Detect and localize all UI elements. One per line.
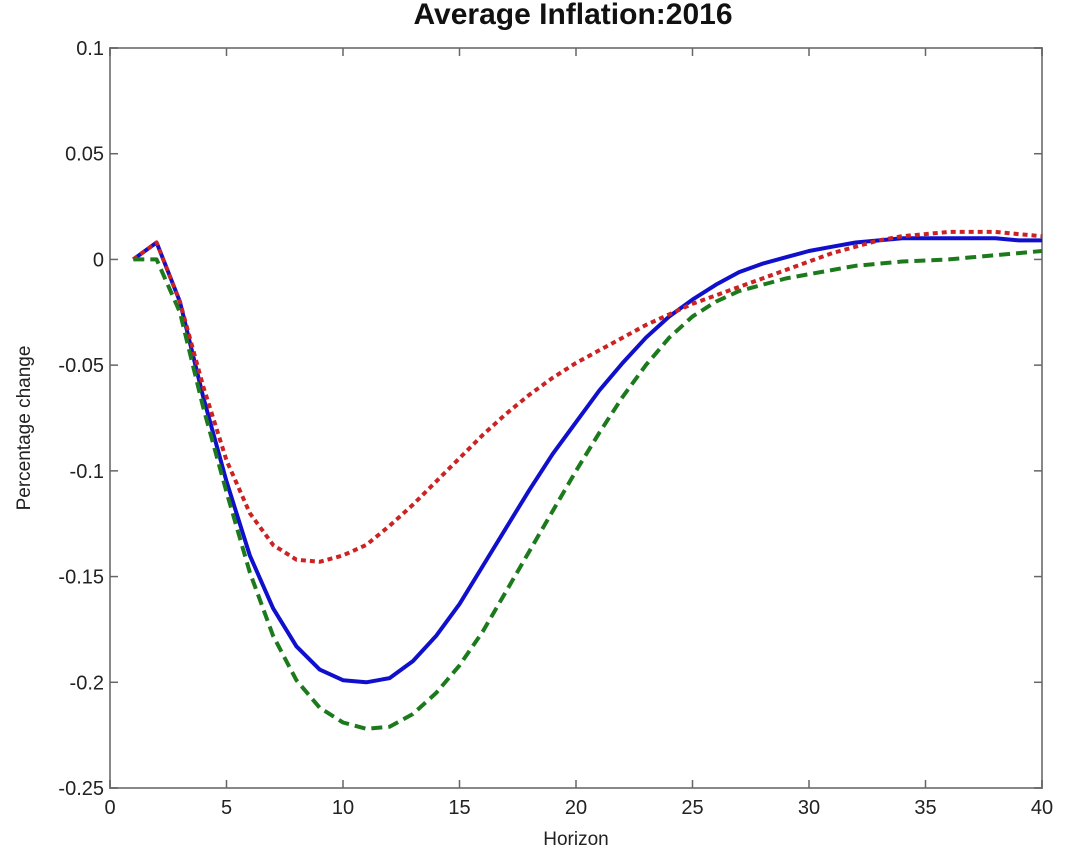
x-tick-label: 20 bbox=[565, 797, 587, 819]
y-tick-label: -0.05 bbox=[58, 355, 104, 377]
x-tick-label: 30 bbox=[798, 797, 820, 819]
x-tick-label: 15 bbox=[448, 797, 470, 819]
x-tick-label: 40 bbox=[1031, 797, 1053, 819]
x-tick-label: 5 bbox=[221, 797, 232, 819]
series-line-3 bbox=[133, 249, 1043, 731]
x-tick-label: 25 bbox=[681, 797, 703, 819]
y-axis-label: Percentage change bbox=[14, 346, 35, 511]
y-tick-label: -0.15 bbox=[58, 567, 104, 589]
y-tick-label: -0.25 bbox=[58, 778, 104, 800]
plot-frame bbox=[109, 47, 1043, 789]
x-axis: 0 5 10 15 20 25 30 35 40 bbox=[104, 48, 1053, 819]
y-tick-label: 0 bbox=[93, 249, 104, 271]
plot-area bbox=[132, 229, 1043, 731]
y-tick-label: 0.05 bbox=[65, 144, 104, 166]
y-axis: 0.1 0.05 0 -0.05 -0.1 -0.15 -0.2 -0.25 bbox=[58, 38, 1042, 800]
y-tick-label: 0.1 bbox=[76, 38, 104, 60]
y-tick-label: -0.1 bbox=[70, 461, 104, 483]
y-tick-label: -0.2 bbox=[70, 672, 104, 694]
x-tick-label: 0 bbox=[104, 797, 115, 819]
x-axis-label: Horizon bbox=[543, 829, 608, 850]
x-tick-label: 10 bbox=[332, 797, 354, 819]
x-tick-label: 35 bbox=[914, 797, 936, 819]
chart-title: Average Inflation:2016 bbox=[414, 0, 733, 31]
series-line-2 bbox=[132, 229, 1043, 564]
